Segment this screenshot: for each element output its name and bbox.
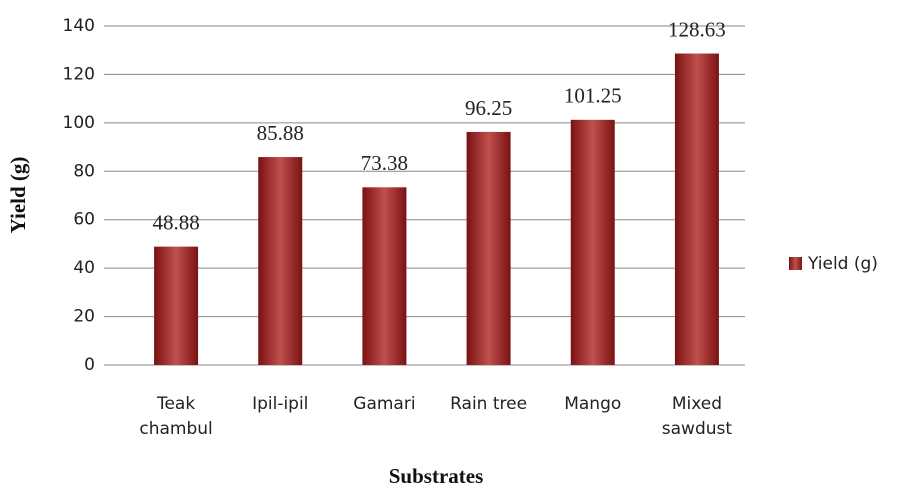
y-tick-label: 60 [73,210,95,230]
data-label: 128.63 [668,17,726,41]
x-tick-label: Mixed sawdust [662,394,733,439]
data-label: 96.25 [465,96,512,120]
bar [154,246,199,365]
data-label: 85.88 [257,121,304,145]
y-tick-label: 0 [84,355,95,375]
data-label: 73.38 [361,151,408,175]
x-tick-label: Gamari [353,394,415,414]
x-tick-label: Ipil-ipil [252,394,308,414]
legend-label: Yield (g) [807,254,878,274]
bar [570,119,615,366]
bar [362,187,407,365]
y-tick-label: 100 [63,113,95,133]
bar [466,131,511,365]
y-tick-label: 140 [63,16,95,36]
bar [258,157,303,365]
bar [674,53,719,365]
y-tick-label: 20 [73,307,95,327]
y-tick-label: 120 [63,64,95,84]
x-tick-label: Rain tree [450,394,527,414]
data-label: 101.25 [564,84,622,108]
y-axis-title: Yield (g) [6,157,30,234]
x-tick-label: Mango [564,394,621,414]
x-tick-label: Teak chambul [139,394,212,439]
legend-swatch [789,257,802,270]
y-tick-label: 80 [73,161,95,181]
y-tick-label: 40 [73,258,95,278]
data-label: 48.88 [152,210,199,234]
x-axis-title: Substrates [389,464,484,488]
